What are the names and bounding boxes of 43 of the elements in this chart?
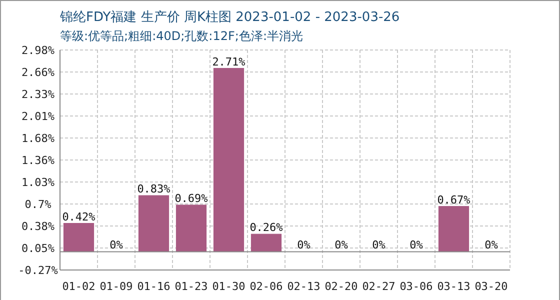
- data-label: 0%: [334, 238, 348, 252]
- x-tick-label: 02-27: [362, 280, 396, 293]
- chart-title: 锦纶FDY福建 生产价 周K柱图 2023-01-02 - 2023-03-26: [59, 10, 400, 25]
- chart-subtitle: 等级:优等品;粗细:40D;孔数:12F;色泽:半消光: [60, 29, 303, 43]
- bar: [213, 68, 244, 252]
- x-tick-label: 01-02: [62, 280, 96, 293]
- bar: [63, 222, 94, 252]
- x-tick-label: 02-20: [324, 280, 358, 293]
- x-tick-label: 02-13: [287, 280, 320, 293]
- bar: [138, 195, 170, 252]
- y-tick-label: 2.98%: [21, 44, 55, 57]
- y-tick-label: 0.38%: [21, 220, 55, 233]
- bar: [250, 234, 282, 252]
- y-tick-label: 2.01%: [21, 110, 55, 123]
- x-tick-label: 01-30: [212, 280, 246, 293]
- bar: [438, 206, 470, 252]
- x-tick-label: 03-20: [474, 280, 508, 293]
- x-tick-label: 03-13: [437, 280, 470, 293]
- y-tick-label: 2.33%: [21, 88, 55, 101]
- bar: [176, 204, 207, 252]
- data-label: 0.42%: [62, 210, 96, 224]
- data-label: 2.71%: [212, 55, 246, 68]
- x-tick-label: 01-23: [174, 280, 208, 293]
- y-tick-label: -0.27%: [18, 264, 58, 277]
- data-label: 0.26%: [250, 221, 284, 234]
- y-tick-label: 1.68%: [21, 132, 55, 145]
- x-tick-label: 01-09: [100, 280, 133, 293]
- data-label: 0.69%: [174, 192, 208, 206]
- y-tick-label: 1.03%: [21, 176, 55, 189]
- data-label: 0%: [484, 238, 498, 252]
- x-tick-label: 03-06: [400, 280, 433, 293]
- data-label: 0%: [372, 238, 386, 252]
- data-label: 0%: [297, 238, 311, 252]
- x-tick-label: 02-06: [250, 280, 283, 293]
- y-tick-label: 0.05%: [21, 242, 55, 255]
- y-tick-label: 2.66%: [21, 66, 55, 79]
- data-label: 0.83%: [137, 182, 171, 196]
- data-label: 0.67%: [437, 193, 471, 206]
- y-tick-label: 1.36%: [21, 154, 55, 167]
- y-tick-label: 0.7%: [24, 198, 52, 211]
- data-label: 0%: [110, 238, 124, 252]
- x-tick-label: 01-16: [137, 280, 170, 293]
- data-label: 0%: [410, 238, 424, 252]
